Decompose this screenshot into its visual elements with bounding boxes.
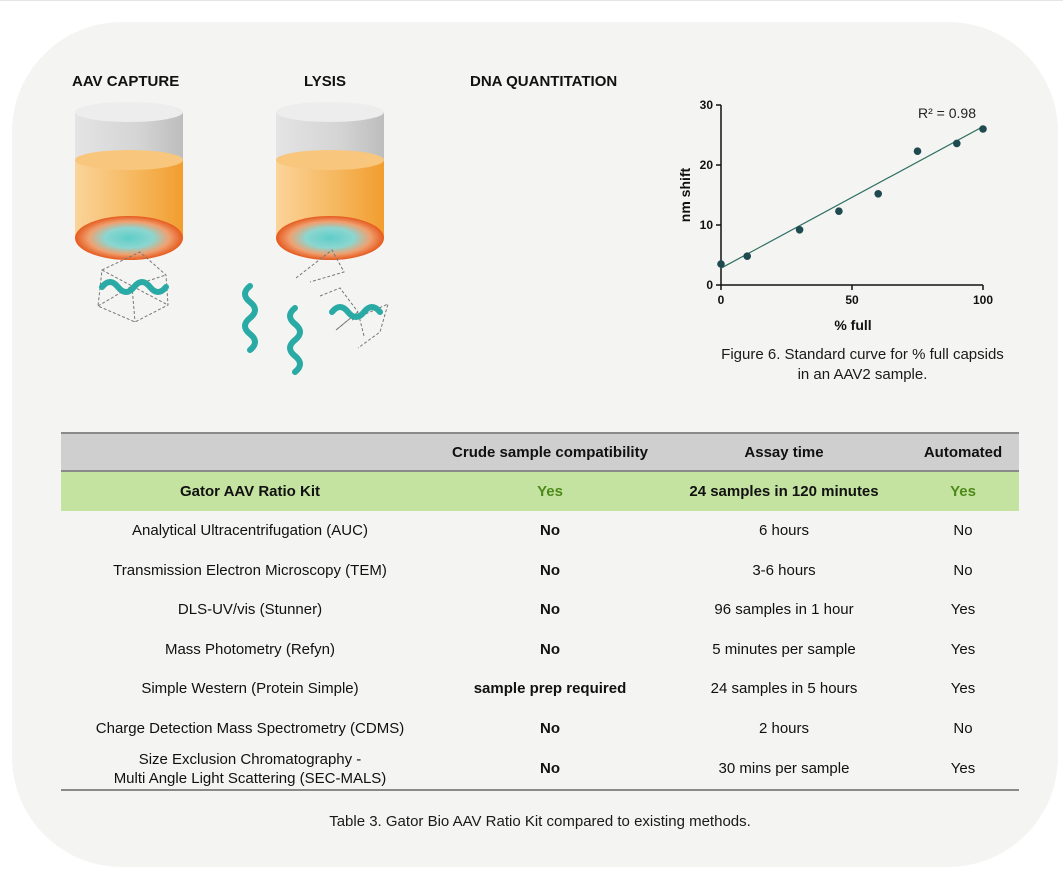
- cell-automated: Yes: [950, 640, 976, 658]
- y-tick-label: 0: [706, 278, 713, 292]
- chart-axes: 0 10 20 30 0 50 100: [700, 98, 994, 307]
- data-point: [835, 207, 843, 215]
- cell-automated: Yes: [950, 601, 976, 619]
- cell-crude: No: [439, 748, 661, 791]
- cell-crude: No: [540, 719, 560, 737]
- x-axis-label: % full: [834, 317, 871, 333]
- x-tick-label: 0: [718, 293, 725, 307]
- fit-line-group: [720, 126, 984, 269]
- data-point: [979, 125, 987, 133]
- table-header-row: Crude sample compatibility Assay time Au…: [61, 432, 1019, 472]
- cell-method: Analytical Ultracentrifugation (AUC): [132, 522, 368, 540]
- standard-curve-chart: 0 10 20 30 0 50 100 R² = 0.98 % full nm shift: [677, 98, 994, 333]
- cell-method: Mass Photometry (Refyn): [164, 640, 336, 658]
- cell-automated: Yes: [907, 748, 1019, 791]
- cell-method: Simple Western (Protein Simple): [141, 680, 359, 698]
- cell-crude: No: [540, 561, 560, 579]
- data-point: [795, 226, 804, 234]
- cell-time: 24 samples in 120 minutes: [661, 471, 907, 511]
- fit-line: [720, 126, 984, 269]
- capsid-fragments: [295, 249, 389, 349]
- cell-time: 30 mins per sample: [661, 748, 907, 791]
- cell-automated: No: [953, 522, 973, 540]
- cell-method: DLS-UV/vis (Stunner): [177, 601, 323, 619]
- cell-time: 5 minutes per sample: [712, 640, 856, 658]
- table-row: Charge Detection Mass Spectrometry (CDMS…: [61, 709, 1019, 749]
- cell-time: 3-6 hours: [752, 561, 816, 579]
- cell-crude: sample prep required: [473, 680, 627, 698]
- header-assay-time: Assay time: [661, 432, 907, 472]
- x-tick-label: 100: [973, 293, 993, 307]
- cell-crude: No: [540, 640, 560, 658]
- dna-strand-free-2: [287, 305, 303, 375]
- table-caption: Table 3. Gator Bio AAV Ratio Kit compare…: [329, 813, 751, 830]
- table-row: DLS-UV/vis (Stunner) No 96 samples in 1 …: [61, 590, 1019, 630]
- table-row: Analytical Ultracentrifugation (AUC) No …: [61, 511, 1019, 551]
- table-row: Transmission Electron Microscopy (TEM) N…: [61, 551, 1019, 591]
- cell-method: Charge Detection Mass Spectrometry (CDMS…: [95, 719, 405, 737]
- sensor-tip-lysis: [276, 102, 384, 260]
- y-tick-label: 20: [700, 158, 714, 172]
- data-points-group: [717, 125, 987, 268]
- dna-strand-captured: [99, 279, 169, 295]
- y-axis-label: nm shift: [677, 167, 693, 222]
- cell-crude: No: [540, 522, 560, 540]
- comparison-table: Crude sample compatibility Assay time Au…: [61, 432, 1019, 791]
- table-row: Mass Photometry (Refyn) No 5 minutes per…: [61, 630, 1019, 670]
- cell-time: 2 hours: [758, 719, 810, 737]
- cell-crude: No: [540, 601, 560, 619]
- data-point: [913, 147, 922, 155]
- step-title-quantitation: DNA QUANTITATION: [470, 73, 618, 90]
- step-title-capture: AAV CAPTURE: [72, 73, 180, 90]
- figure-caption-line-1: Figure 6. Standard curve for % full caps…: [721, 346, 1004, 363]
- cell-time: 6 hours: [758, 522, 810, 540]
- cell-automated: No: [953, 719, 973, 737]
- cell-time: 24 samples in 5 hours: [710, 680, 858, 698]
- cell-method: Transmission Electron Microscopy (TEM): [113, 561, 387, 579]
- cell-crude: Yes: [439, 471, 661, 511]
- top-divider: [0, 0, 1063, 1]
- r-squared-annotation: R² = 0.98: [918, 105, 976, 121]
- assay-process-diagram: [75, 102, 389, 375]
- data-point: [953, 139, 961, 148]
- comparison-table-wrap: Crude sample compatibility Assay time Au…: [61, 432, 1019, 791]
- header-method: [61, 432, 439, 472]
- cell-automated: Yes: [950, 680, 976, 698]
- cell-automated: Yes: [907, 471, 1019, 511]
- cell-method-line-2: Multi Angle Light Scattering (SEC-MALS): [113, 769, 387, 787]
- table-row: Simple Western (Protein Simple) sample p…: [61, 669, 1019, 709]
- header-crude-sample: Crude sample compatibility: [439, 432, 661, 472]
- dna-strand-free-3: [329, 304, 383, 320]
- data-point: [717, 260, 725, 268]
- table-row: Size Exclusion Chromatography - Multi An…: [61, 748, 1019, 791]
- x-tick-label: 50: [845, 293, 859, 307]
- sensor-tip-capture: [75, 102, 183, 260]
- header-automated: Automated: [907, 432, 1019, 472]
- y-tick-label: 30: [700, 98, 714, 112]
- data-point: [743, 252, 751, 260]
- step-title-lysis: LYSIS: [304, 73, 346, 90]
- figure-caption-line-2: in an AAV2 sample.: [797, 366, 928, 383]
- data-point: [874, 190, 882, 198]
- cell-automated: No: [953, 561, 973, 579]
- cell-method: Gator AAV Ratio Kit: [61, 471, 439, 511]
- figure-caption: Figure 6. Standard curve for % full caps…: [690, 345, 1035, 385]
- cell-time: 96 samples in 1 hour: [714, 601, 854, 619]
- table-row-highlight: Gator AAV Ratio Kit Yes 24 samples in 12…: [61, 471, 1019, 511]
- cell-method: Size Exclusion Chromatography - Multi An…: [61, 748, 439, 791]
- y-tick-label: 10: [700, 218, 714, 232]
- dna-strand-free-1: [242, 283, 258, 353]
- cell-method-line-1: Size Exclusion Chromatography -: [138, 750, 362, 768]
